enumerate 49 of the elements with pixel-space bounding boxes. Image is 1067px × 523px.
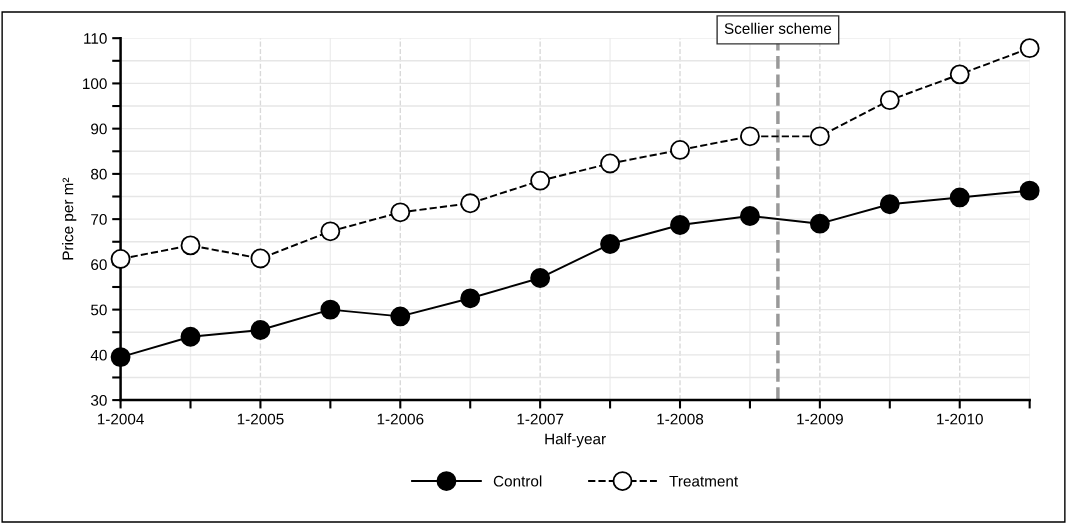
y-tick-label: 90 bbox=[91, 123, 107, 135]
point bbox=[809, 126, 830, 147]
point bbox=[250, 320, 271, 340]
point bbox=[180, 235, 201, 256]
point bbox=[670, 139, 690, 160]
legend-label: Treatment bbox=[669, 475, 739, 487]
point bbox=[320, 221, 341, 242]
point bbox=[110, 347, 131, 368]
point bbox=[390, 306, 411, 327]
point bbox=[390, 202, 411, 223]
x-tick-label: 1-2007 bbox=[517, 413, 564, 425]
point bbox=[460, 193, 481, 214]
y-tick-label: 50 bbox=[91, 304, 107, 316]
x-tick-label: 1-2009 bbox=[797, 413, 843, 425]
point bbox=[1019, 180, 1040, 201]
point bbox=[949, 187, 970, 208]
point bbox=[110, 249, 131, 269]
legend-label: Control bbox=[493, 475, 542, 487]
y-tick-label: 30 bbox=[90, 394, 107, 406]
point bbox=[530, 170, 551, 191]
point bbox=[530, 268, 551, 288]
point bbox=[879, 90, 900, 111]
y-tick-label: 100 bbox=[83, 78, 107, 90]
x-tick-label: 1-2005 bbox=[237, 413, 284, 425]
y-tick-label: 60 bbox=[91, 259, 107, 271]
point bbox=[180, 326, 201, 347]
point bbox=[670, 215, 690, 235]
x-tick-label: 1-2006 bbox=[377, 413, 424, 425]
point bbox=[809, 213, 830, 234]
x-axis-title: Half-year bbox=[545, 433, 606, 448]
point bbox=[600, 234, 621, 254]
point bbox=[740, 126, 760, 147]
y-tick-label: 80 bbox=[91, 168, 107, 180]
point bbox=[600, 153, 621, 174]
point bbox=[949, 64, 970, 85]
y-tick-label: 70 bbox=[91, 214, 107, 225]
point bbox=[879, 194, 900, 215]
point bbox=[460, 288, 481, 309]
point bbox=[1019, 38, 1040, 59]
point bbox=[740, 206, 760, 226]
point bbox=[320, 299, 341, 320]
x-tick-label: 1-2008 bbox=[657, 413, 704, 425]
y-tick-label: 40 bbox=[90, 349, 107, 361]
y-axis-title: Price per m² bbox=[62, 177, 77, 260]
x-tick-label: 1-2010 bbox=[937, 413, 983, 425]
x-tick-label: 1-2004 bbox=[97, 413, 144, 425]
y-tick-label: 110 bbox=[84, 33, 107, 44]
point bbox=[250, 248, 271, 269]
text: Scellier scheme bbox=[724, 22, 832, 34]
